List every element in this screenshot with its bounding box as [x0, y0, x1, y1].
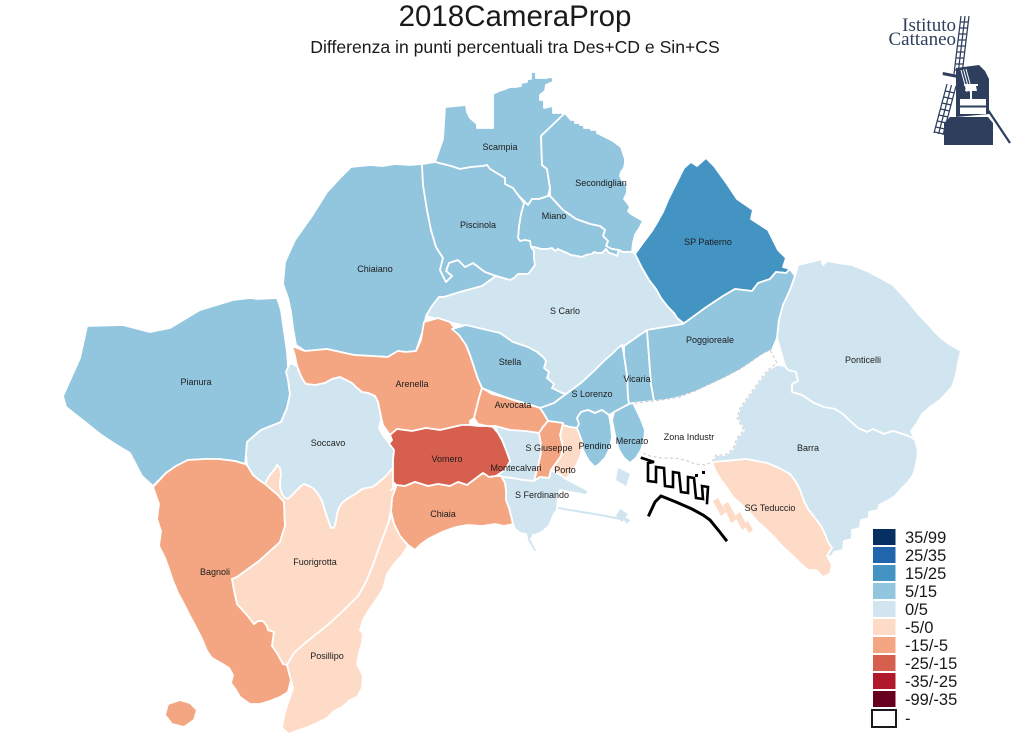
svg-text:0/5: 0/5: [905, 601, 928, 619]
svg-text:Fuorigrotta: Fuorigrotta: [293, 557, 337, 567]
svg-text:Ponticelli: Ponticelli: [845, 355, 881, 365]
svg-text:Zona Industr: Zona Industr: [664, 432, 715, 442]
svg-text:Piscinola: Piscinola: [460, 220, 496, 230]
svg-text:35/99: 35/99: [905, 529, 946, 547]
svg-text:-25/-15: -25/-15: [905, 655, 957, 673]
svg-text:Arenella: Arenella: [395, 379, 428, 389]
svg-text:Mercato: Mercato: [616, 436, 649, 446]
svg-text:Montecalvari: Montecalvari: [490, 463, 541, 473]
svg-text:-: -: [905, 710, 911, 728]
svg-text:Barra: Barra: [797, 443, 819, 453]
svg-text:Vomero: Vomero: [431, 454, 462, 464]
svg-text:-99/-35: -99/-35: [905, 691, 957, 709]
svg-text:Soccavo: Soccavo: [311, 438, 346, 448]
svg-text:Porto: Porto: [554, 465, 576, 475]
svg-text:-15/-5: -15/-5: [905, 637, 948, 655]
svg-text:-35/-25: -35/-25: [905, 673, 957, 691]
svg-text:S Giuseppe: S Giuseppe: [525, 443, 572, 453]
svg-text:Avvocata: Avvocata: [495, 400, 532, 410]
svg-text:Pendino: Pendino: [578, 441, 611, 451]
svg-text:Miano: Miano: [542, 211, 567, 221]
svg-text:5/15: 5/15: [905, 583, 937, 601]
svg-text:25/35: 25/35: [905, 547, 946, 565]
svg-text:Bagnoli: Bagnoli: [200, 567, 230, 577]
svg-text:Cattaneo: Cattaneo: [888, 29, 956, 50]
svg-text:Chiaia: Chiaia: [430, 509, 456, 519]
svg-text:Istituto: Istituto: [902, 15, 956, 36]
svg-text:Pianura: Pianura: [180, 377, 211, 387]
svg-text:Chiaiano: Chiaiano: [357, 264, 393, 274]
svg-text:Secondiglian: Secondiglian: [575, 178, 627, 188]
svg-text:15/25: 15/25: [905, 565, 946, 583]
svg-text:Stella: Stella: [499, 357, 522, 367]
svg-text:SG Teduccio: SG Teduccio: [745, 503, 796, 513]
svg-text:S Lorenzo: S Lorenzo: [571, 389, 612, 399]
svg-text:Posillipo: Posillipo: [310, 651, 344, 661]
svg-text:SP Patierno: SP Patierno: [684, 237, 732, 247]
svg-text:S Ferdinando: S Ferdinando: [515, 490, 569, 500]
svg-text:Scampia: Scampia: [482, 142, 517, 152]
svg-text:-5/0: -5/0: [905, 619, 933, 637]
svg-text:Vicaria: Vicaria: [623, 374, 650, 384]
svg-text:S Carlo: S Carlo: [550, 306, 580, 316]
svg-text:Poggioreale: Poggioreale: [686, 335, 734, 345]
